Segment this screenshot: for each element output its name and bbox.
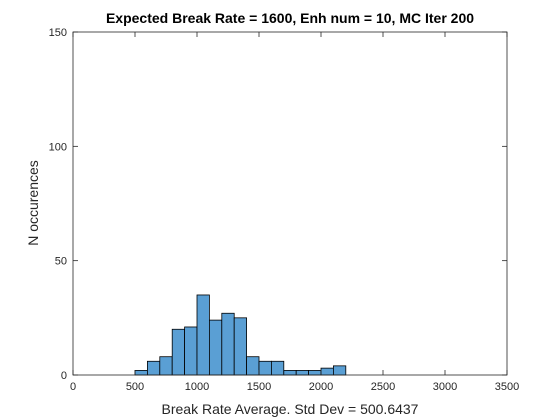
histogram-bar	[258, 360, 272, 376]
x-axis-label: Break Rate Average. Std Dev = 500.6437	[162, 401, 419, 417]
x-tick-label: 2000	[309, 381, 333, 393]
axes-box	[72, 31, 508, 376]
histogram-bar	[233, 317, 247, 376]
x-tick-label: 500	[126, 381, 144, 393]
histogram-bar	[332, 365, 347, 376]
histogram-bar	[184, 326, 198, 376]
x-tick-label: 1000	[185, 381, 209, 393]
histogram-bar	[208, 319, 223, 376]
histogram-bar	[159, 356, 173, 376]
histogram-bar	[196, 294, 210, 376]
histogram-bar	[146, 360, 161, 376]
x-tick-label: 0	[70, 381, 76, 393]
y-tick-label: 0	[61, 370, 67, 382]
x-tick-label: 2500	[371, 381, 395, 393]
x-tick-label: 3500	[495, 381, 519, 393]
y-tick-label: 100	[49, 141, 67, 153]
histogram-bar	[320, 367, 334, 376]
bars-layer	[134, 294, 347, 376]
histogram-bar	[246, 356, 260, 376]
histogram-bar	[171, 328, 185, 376]
histogram-bar	[270, 360, 285, 376]
x-tick-label: 3000	[433, 381, 457, 393]
histogram-bar	[308, 370, 322, 376]
histogram-bar	[295, 370, 310, 376]
ticks-layer: 0 500 1000 1500 2000 2500 3000 3500 0 50 100 150	[49, 27, 520, 393]
x-tick-label: 1500	[247, 381, 271, 393]
histogram-bar	[283, 370, 297, 376]
chart-title: Expected Break Rate = 1600, Enh num = 10…	[106, 10, 474, 26]
histogram-bar	[221, 312, 235, 376]
y-tick-label: 50	[55, 256, 67, 268]
y-axis-label: N occurences	[25, 160, 41, 246]
histogram-bar	[134, 370, 148, 376]
y-tick-label: 150	[49, 27, 67, 39]
axes-frame	[72, 31, 508, 376]
